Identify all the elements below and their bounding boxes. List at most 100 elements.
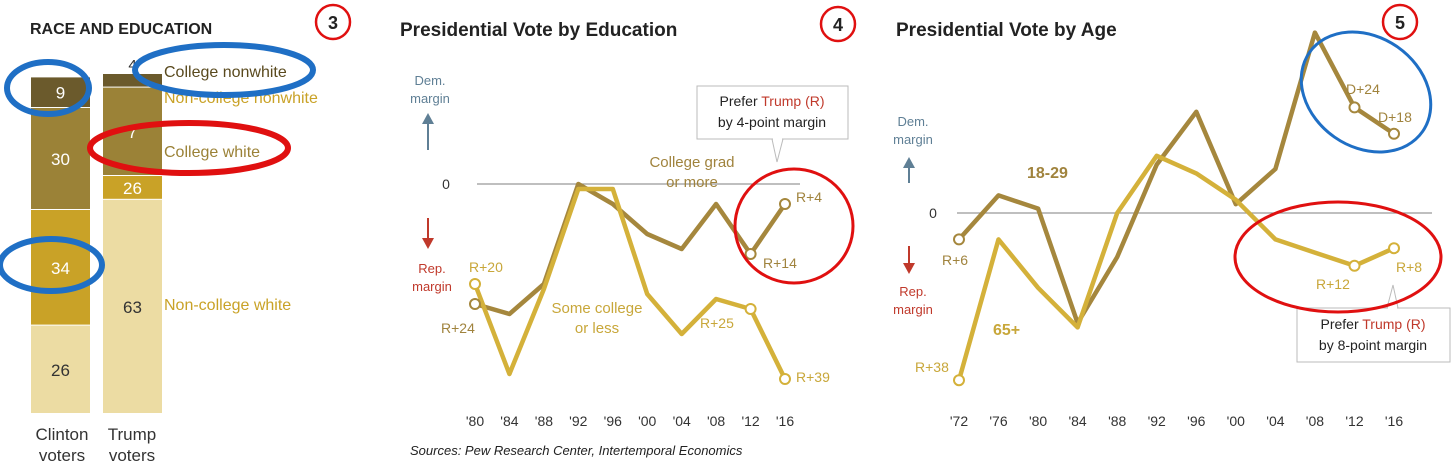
up-arrow-icon bbox=[422, 113, 434, 124]
data-label-noncollege-white-trump: 63 bbox=[123, 298, 142, 317]
age-x-tick-label: '84 bbox=[1068, 413, 1086, 429]
education-x-tick-label: '00 bbox=[638, 413, 656, 429]
education-chart-title: Presidential Vote by Education bbox=[400, 20, 677, 41]
education-x-ticks: '80 '84 '88 '92 '96 '00 '04 '08 '12 '16 bbox=[466, 413, 794, 429]
highlight-ellipse-age-youth bbox=[1299, 30, 1433, 154]
education-point-marker bbox=[779, 373, 791, 385]
bar-segment-noncollege-nonwhite-trump bbox=[103, 176, 162, 199]
highlight-ellipse-clinton-34 bbox=[0, 236, 105, 294]
education-x-tick-label: '12 bbox=[741, 413, 759, 429]
legend-college-white: College white bbox=[164, 144, 260, 161]
annotation-r25: R+25 bbox=[700, 315, 734, 331]
age-point-marker bbox=[1348, 101, 1361, 114]
age-point-marker bbox=[953, 233, 965, 246]
age-x-tick-label: '16 bbox=[1385, 413, 1403, 429]
callout-education: Prefer Trump (R) by 4-point margin bbox=[696, 85, 849, 163]
education-series-line-1 bbox=[472, 186, 788, 380]
age-series-line-0 bbox=[957, 30, 1396, 326]
annotation-r38: R+38 bbox=[915, 359, 949, 375]
callout-line1: Prefer Trump (R) bbox=[1320, 316, 1425, 332]
series-label-college-grad-1: College grad bbox=[649, 154, 734, 171]
education-x-tick-label: '16 bbox=[776, 413, 794, 429]
category-label-clinton-2: voters bbox=[39, 446, 85, 465]
badge-number-5: 5 bbox=[1395, 13, 1405, 33]
bar-segment-college-white-clinton bbox=[31, 108, 90, 209]
up-arrow-icon bbox=[903, 157, 915, 168]
education-point-marker bbox=[744, 248, 757, 260]
stacked-bars: 26 34 30 9 63 26 7 4 bbox=[31, 57, 162, 413]
dem-margin-label-line2: margin bbox=[410, 91, 450, 106]
age-point-marker bbox=[1388, 127, 1400, 140]
callout-box bbox=[696, 85, 849, 140]
callout-line2: by 4-point margin bbox=[718, 114, 826, 130]
data-label-noncollege-white-clinton: 26 bbox=[51, 361, 70, 380]
callout-highlight: Trump (R) bbox=[1362, 316, 1425, 332]
annotation-d24: D+24 bbox=[1346, 81, 1380, 97]
dem-margin-indicator-education: Dem. margin bbox=[410, 73, 450, 150]
bar-segment-noncollege-white-trump bbox=[103, 199, 162, 413]
callout-prefix: Prefer bbox=[719, 93, 761, 109]
panel-vote-by-education: Presidential Vote by Education 4 0 Dem. … bbox=[400, 5, 857, 458]
education-x-tick-label: '04 bbox=[673, 413, 691, 429]
age-x-tick-label: '12 bbox=[1345, 413, 1363, 429]
annotation-r39: R+39 bbox=[796, 369, 830, 385]
dem-margin-label-line2: margin bbox=[893, 132, 933, 147]
age-series-line-1 bbox=[956, 153, 1395, 381]
dem-margin-label-line1: Dem. bbox=[414, 73, 445, 88]
age-x-tick-label: '08 bbox=[1306, 413, 1324, 429]
age-chart-title: Presidential Vote by Age bbox=[896, 20, 1117, 41]
series-label-some-college-1: Some college bbox=[552, 300, 643, 317]
series-label-18-29: 18-29 bbox=[1027, 165, 1068, 182]
bar-segment-noncollege-white-clinton bbox=[31, 325, 90, 413]
highlight-ellipse-clinton-9 bbox=[4, 59, 92, 117]
age-x-tick-label: '96 bbox=[1187, 413, 1205, 429]
down-arrow-icon bbox=[422, 238, 434, 249]
badge-circle-5 bbox=[1381, 3, 1419, 41]
callout-line2: by 8-point margin bbox=[1319, 337, 1427, 353]
education-x-tick-label: '08 bbox=[707, 413, 725, 429]
rep-margin-label-line1: Rep. bbox=[899, 284, 926, 299]
age-x-tick-label: '04 bbox=[1266, 413, 1284, 429]
education-point-marker bbox=[744, 303, 757, 315]
age-point-marker bbox=[953, 374, 965, 387]
callout-age: Prefer Trump (R) by 8-point margin bbox=[1296, 284, 1451, 363]
highlight-ellipse-education-2016 bbox=[733, 167, 855, 285]
data-label-college-white-clinton: 30 bbox=[51, 150, 70, 169]
rep-margin-indicator-education: Rep. margin bbox=[412, 218, 452, 294]
bar-segment-noncollege-nonwhite-clinton bbox=[31, 210, 90, 325]
annotation-r24: R+24 bbox=[441, 320, 475, 336]
legend-noncollege-white: Non-college white bbox=[164, 297, 291, 314]
callout-box bbox=[1296, 307, 1451, 363]
legend-college-nonwhite: College nonwhite bbox=[164, 64, 287, 81]
rep-margin-label-line2: margin bbox=[893, 302, 933, 317]
series-label-college-grad-2: or more bbox=[666, 174, 718, 191]
highlight-ellipse-college-white bbox=[87, 120, 291, 176]
zero-label-age: 0 bbox=[929, 205, 937, 221]
age-x-tick-label: '00 bbox=[1227, 413, 1245, 429]
rep-margin-label-line2: margin bbox=[412, 279, 452, 294]
data-label-college-nonwhite-trump: 4 bbox=[128, 57, 136, 74]
education-point-marker bbox=[469, 298, 481, 310]
age-point-marker bbox=[1348, 259, 1361, 272]
category-label-trump-2: voters bbox=[109, 446, 155, 465]
age-x-tick-label: '76 bbox=[989, 413, 1007, 429]
series-label-65plus: 65+ bbox=[993, 322, 1020, 339]
highlight-ellipse-college-nonwhite bbox=[132, 42, 316, 98]
badge-circle-3 bbox=[314, 3, 352, 41]
callout-prefix: Prefer bbox=[1320, 316, 1362, 332]
age-x-tick-label: '92 bbox=[1148, 413, 1166, 429]
data-label-noncollege-nonwhite-trump: 26 bbox=[123, 179, 142, 198]
education-x-tick-label: '88 bbox=[535, 413, 553, 429]
age-x-ticks: '72 '76 '80 '84 '88 '92 '96 '00 '04 '08 '12 '16 bbox=[950, 413, 1403, 429]
data-label-noncollege-nonwhite-clinton: 34 bbox=[51, 259, 70, 278]
data-label-college-nonwhite-clinton: 9 bbox=[56, 84, 65, 103]
education-x-tick-label: '96 bbox=[604, 413, 622, 429]
zero-label-education: 0 bbox=[442, 176, 450, 192]
age-x-tick-label: '80 bbox=[1029, 413, 1047, 429]
education-series-line-0 bbox=[474, 181, 787, 317]
annotation-r20: R+20 bbox=[469, 259, 503, 275]
rep-margin-indicator-age: Rep. margin bbox=[893, 246, 933, 317]
category-label-trump-1: Trump bbox=[108, 425, 157, 444]
callout-pointer bbox=[771, 138, 784, 163]
